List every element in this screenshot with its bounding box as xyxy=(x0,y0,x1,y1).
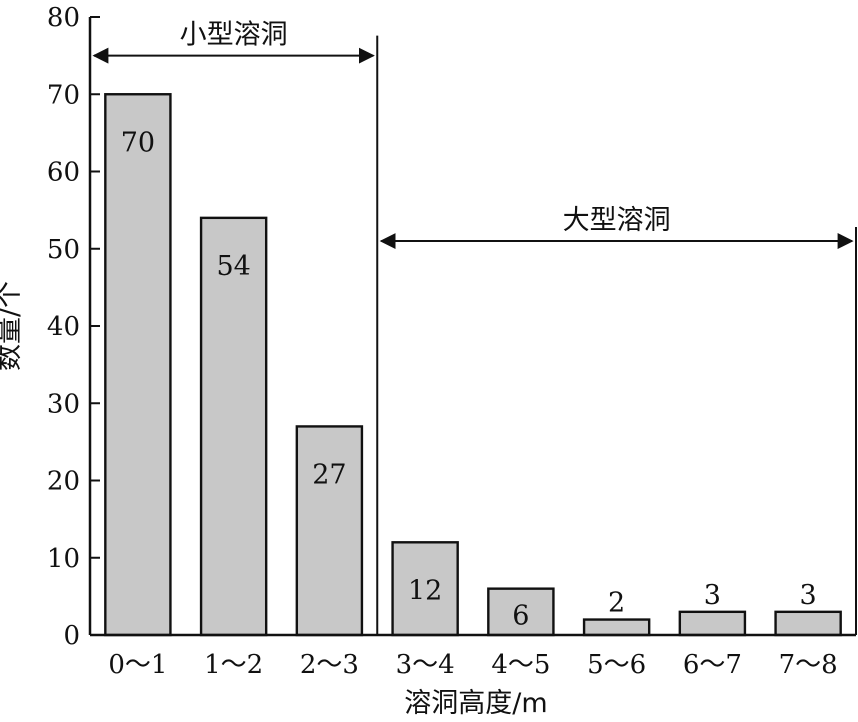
x-axis-title: 溶洞高度/m xyxy=(404,688,547,719)
small-cave-annotation: 小型溶洞 xyxy=(180,20,288,51)
data-label: 70 xyxy=(121,127,155,158)
data-label: 2 xyxy=(608,588,625,619)
bar xyxy=(391,541,459,637)
x-tick-label: 2～3 xyxy=(300,650,359,680)
data-label: 27 xyxy=(312,459,346,490)
y-tick-label: 30 xyxy=(47,389,80,419)
y-tick-label: 50 xyxy=(47,235,80,265)
labels: 0 10 20 30 40 50 60 70 80 0～1 70 1～2 54 2～3 27 3～4 12 4～5… xyxy=(47,3,838,680)
y-tick-label: 60 xyxy=(47,158,80,188)
bar xyxy=(678,610,747,637)
x-tick-label: 7～8 xyxy=(779,650,838,680)
bar xyxy=(199,216,268,637)
x-tick-label: 6～7 xyxy=(683,650,742,680)
y-tick-label: 80 xyxy=(47,3,80,33)
bar xyxy=(104,93,172,637)
x-tick-label: 3～4 xyxy=(396,650,455,680)
y-tick-label: 10 xyxy=(47,544,80,574)
y-tick-label: 20 xyxy=(47,467,80,497)
axes xyxy=(88,16,856,637)
data-label: 12 xyxy=(408,575,442,606)
bar xyxy=(582,618,651,637)
data-label: 3 xyxy=(704,580,721,611)
x-tick-label: 0～1 xyxy=(108,650,167,680)
y-tick-label: 70 xyxy=(47,80,80,110)
x-tick-label: 1～2 xyxy=(204,650,263,680)
bar xyxy=(774,610,842,637)
bars xyxy=(104,93,842,637)
y-tick-label: 0 xyxy=(63,621,80,651)
data-label: 3 xyxy=(800,580,817,611)
y-tick-label: 40 xyxy=(47,312,80,342)
x-tick-label: 4～5 xyxy=(491,650,550,680)
data-label: 6 xyxy=(512,601,529,632)
data-label: 54 xyxy=(216,251,250,282)
x-tick-label: 5～6 xyxy=(587,650,646,680)
y-axis-title: 数量/个 xyxy=(0,281,25,371)
bar xyxy=(295,425,364,637)
large-cave-annotation: 大型溶洞 xyxy=(563,205,671,236)
